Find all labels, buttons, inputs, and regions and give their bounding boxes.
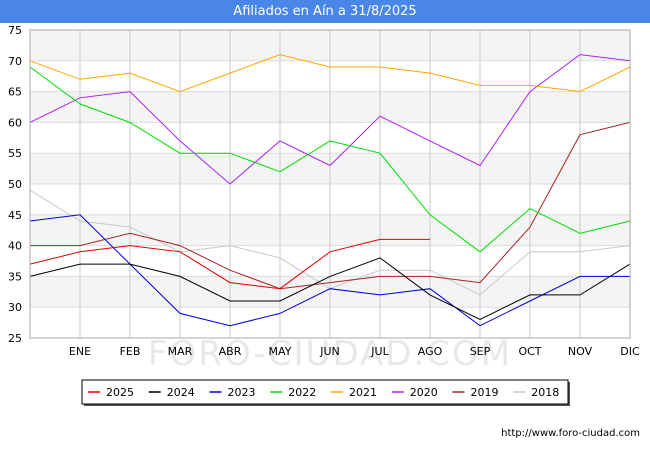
x-tick-label: ENE <box>69 345 91 358</box>
x-tick-label: FEB <box>120 345 141 358</box>
legend: 2025 2024 2023 2022 2021 2020 2019 2018 <box>81 379 570 406</box>
plot-border <box>29 29 631 339</box>
legend-label-2018: 2018 <box>531 386 559 399</box>
x-tick-label: SEP <box>470 345 491 358</box>
y-tick-label: 50 <box>8 178 22 191</box>
legend-label-2024: 2024 <box>167 386 195 399</box>
y-tick-label: 55 <box>8 147 22 160</box>
y-tick-label: 25 <box>8 332 22 345</box>
y-tick-label: 30 <box>8 301 22 314</box>
y-tick-label: 75 <box>8 24 22 37</box>
y-tick-label: 70 <box>8 55 22 68</box>
watermark: FORO-CIUDAD.COM <box>148 334 512 374</box>
legend-label-2021: 2021 <box>349 386 377 399</box>
x-tick-label: OCT <box>518 345 541 358</box>
x-axis: ENE FEB MAR ABR MAY JUN JUL AGO SEP OCT NOV DIC <box>69 345 640 358</box>
y-tick-label: 65 <box>8 86 22 99</box>
x-tick-label: NOV <box>568 345 593 358</box>
legend-label-2023: 2023 <box>228 386 256 399</box>
x-tick-label: JUN <box>319 345 340 358</box>
x-tick-label: JUL <box>370 345 389 358</box>
series-line-2019 <box>30 121 631 290</box>
chart-title: Afiliados en Aín a 31/8/2025 <box>0 0 650 23</box>
x-tick-label: DIC <box>620 345 640 358</box>
legend-label-2022: 2022 <box>288 386 316 399</box>
y-tick-label: 60 <box>8 116 22 129</box>
source-link[interactable]: http://www.foro-ciudad.com <box>501 428 640 439</box>
x-tick-label: MAR <box>168 345 193 358</box>
series-line-2022 <box>29 66 631 253</box>
series-line-2024 <box>29 257 631 321</box>
legend-label-2019: 2019 <box>471 386 499 399</box>
x-tick-label: ABR <box>219 345 242 358</box>
y-tick-label: 45 <box>8 209 22 222</box>
series-line-2021 <box>29 54 631 93</box>
x-tick-label: MAY <box>269 345 292 358</box>
legend-label-2020: 2020 <box>410 386 438 399</box>
y-tick-label: 40 <box>8 240 22 253</box>
plot-frame <box>29 29 631 339</box>
series-line-2025 <box>29 238 430 290</box>
x-tick-label: AGO <box>418 345 443 358</box>
series-line-2020 <box>29 54 631 185</box>
series-lines <box>29 54 631 327</box>
y-tick-label: 35 <box>8 270 22 283</box>
legend-box <box>81 379 569 405</box>
y-axis: 25 30 35 40 45 50 55 60 65 70 75 <box>8 24 22 345</box>
legend-label-2025: 2025 <box>106 386 134 399</box>
